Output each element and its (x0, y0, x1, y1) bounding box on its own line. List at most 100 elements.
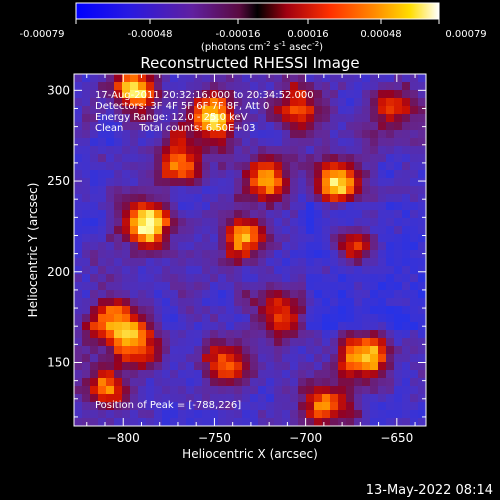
heatmap-cell (138, 194, 147, 203)
heatmap-cell (306, 266, 315, 275)
heatmap-cell (378, 218, 387, 227)
heatmap-cell (170, 194, 179, 203)
heatmap-cell (274, 386, 283, 395)
heatmap-cell (154, 322, 163, 331)
heatmap-cell (82, 178, 91, 187)
heatmap-cell (338, 250, 347, 259)
heatmap-cell (82, 394, 91, 403)
heatmap-cell (226, 130, 235, 139)
heatmap-cell (346, 90, 355, 99)
heatmap-cell (314, 370, 323, 379)
heatmap-cell (378, 74, 387, 83)
heatmap-cell (90, 162, 99, 171)
heatmap-cell (394, 122, 403, 131)
heatmap-cell (306, 226, 315, 235)
heatmap-cell (362, 122, 371, 131)
heatmap-cell (394, 130, 403, 139)
heatmap-cell (386, 82, 395, 91)
heatmap-cell (386, 250, 395, 259)
heatmap-cell (122, 154, 131, 163)
heatmap-cell (234, 418, 243, 426)
heatmap-cell (146, 146, 155, 155)
heatmap-cell (394, 74, 403, 83)
heatmap-cell (138, 74, 147, 83)
heatmap-cell (258, 162, 267, 171)
heatmap-cell (418, 402, 426, 411)
heatmap-cell (402, 90, 411, 99)
heatmap-cell (138, 418, 147, 426)
heatmap-cell (234, 162, 243, 171)
heatmap-cell (314, 242, 323, 251)
heatmap-cell (354, 298, 363, 307)
heatmap-cell (234, 394, 243, 403)
heatmap-cell (178, 378, 187, 387)
heatmap-cell (170, 354, 179, 363)
heatmap-cell (298, 370, 307, 379)
heatmap-cell (346, 138, 355, 147)
heatmap-cell (98, 106, 107, 115)
heatmap-cell (194, 90, 203, 99)
heatmap-cell (394, 170, 403, 179)
heatmap-cell (306, 90, 315, 99)
heatmap-cell (386, 218, 395, 227)
heatmap-cell (418, 346, 426, 355)
heatmap-cell (210, 90, 219, 99)
heatmap-cell (266, 386, 275, 395)
heatmap-cell (402, 242, 411, 251)
heatmap-cell (122, 338, 131, 347)
heatmap-cell (154, 194, 163, 203)
heatmap-cell (146, 250, 155, 259)
heatmap-cell (106, 330, 115, 339)
heatmap-cell (274, 410, 283, 419)
heatmap-cell (298, 114, 307, 123)
heatmap-cell (362, 314, 371, 323)
heatmap-cell (138, 386, 147, 395)
heatmap-cell (90, 402, 99, 411)
x-tick-label: −750 (198, 431, 231, 445)
heatmap-cell (418, 338, 426, 347)
heatmap-cell (370, 202, 379, 211)
heatmap-cell (178, 330, 187, 339)
heatmap-cell (282, 402, 291, 411)
heatmap-cell (330, 210, 339, 219)
heatmap-cell (322, 298, 331, 307)
heatmap-cell (410, 330, 419, 339)
heatmap-cell (250, 378, 259, 387)
heatmap-cell (418, 418, 426, 426)
heatmap-cell (266, 362, 275, 371)
heatmap-cell (170, 154, 179, 163)
heatmap-cell (74, 202, 83, 211)
heatmap-cell (346, 186, 355, 195)
heatmap-cell (298, 250, 307, 259)
heatmap-cell (202, 402, 211, 411)
heatmap-cell (146, 130, 155, 139)
heatmap-cell (74, 122, 83, 131)
heatmap-cell (114, 402, 123, 411)
heatmap-cell (154, 258, 163, 267)
heatmap-cell (346, 130, 355, 139)
heatmap-cell (242, 282, 251, 291)
heatmap-cell (74, 298, 83, 307)
heatmap-cell (274, 266, 283, 275)
heatmap-cell (170, 146, 179, 155)
heatmap-cell (410, 138, 419, 147)
heatmap-cell (82, 138, 91, 147)
heatmap-cell (354, 330, 363, 339)
heatmap-cell (194, 418, 203, 426)
heatmap-cell (186, 130, 195, 139)
heatmap-cell (226, 234, 235, 243)
heatmap-cell (74, 378, 83, 387)
heatmap-cell (82, 274, 91, 283)
heatmap-cell (298, 290, 307, 299)
heatmap-cell (338, 74, 347, 83)
heatmap-cell (242, 410, 251, 419)
heatmap-cell (234, 298, 243, 307)
heatmap-cell (322, 418, 331, 426)
heatmap-cell (322, 218, 331, 227)
heatmap-cell (338, 370, 347, 379)
heatmap-cell (250, 106, 259, 115)
heatmap-cell (130, 402, 139, 411)
heatmap-cell (154, 362, 163, 371)
heatmap-cell (202, 418, 211, 426)
heatmap-cell (122, 410, 131, 419)
